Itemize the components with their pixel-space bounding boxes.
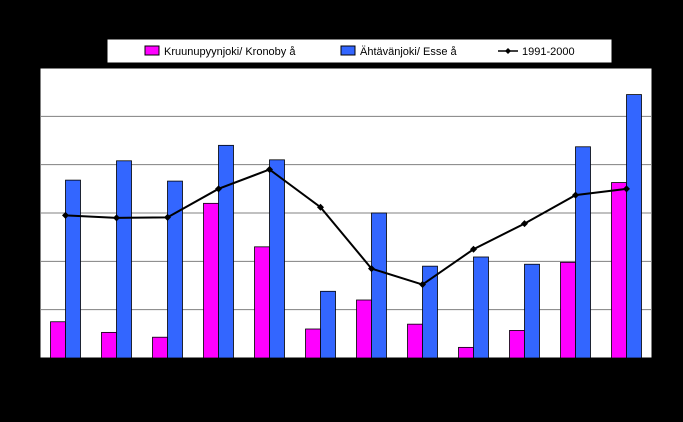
bar-esse xyxy=(167,180,183,359)
bar-esse xyxy=(371,212,387,359)
bar-kronoby xyxy=(560,261,576,359)
legend: Kruunupyynjoki/ Kronoby å Ähtävänjoki/ E… xyxy=(106,38,613,64)
gridlines xyxy=(40,115,652,311)
legend-swatch-esse xyxy=(340,45,356,56)
line-point xyxy=(470,245,477,253)
line-point xyxy=(623,185,630,193)
bar-esse xyxy=(320,290,336,359)
bar-kronoby xyxy=(305,328,321,359)
bar-kronoby xyxy=(152,336,168,359)
bar-esse xyxy=(65,179,81,359)
bar-kronoby xyxy=(254,246,270,359)
bar-kronoby xyxy=(203,202,219,359)
legend-label-1991-2000: 1991-2000 xyxy=(522,46,575,58)
bar-esse xyxy=(575,146,591,359)
bar-kronoby xyxy=(356,299,372,359)
line-point xyxy=(266,166,273,173)
bars xyxy=(50,94,642,359)
bar-esse xyxy=(116,160,132,359)
bar-esse xyxy=(422,265,438,359)
bar-esse xyxy=(473,256,489,359)
bar-esse xyxy=(626,94,642,359)
legend-label-esse: Ähtävänjoki/ Esse å xyxy=(360,46,457,58)
line-point xyxy=(317,203,324,211)
line-point xyxy=(62,211,69,219)
line-point xyxy=(419,281,426,289)
bar-esse xyxy=(269,159,285,359)
line-point xyxy=(215,185,222,193)
bar-kronoby xyxy=(50,321,66,359)
bar-kronoby xyxy=(509,330,525,359)
line-point xyxy=(368,265,375,273)
line-point xyxy=(113,214,120,222)
legend-swatch-kronoby xyxy=(144,45,160,56)
line-series xyxy=(62,166,630,289)
line-point xyxy=(164,213,171,221)
legend-label-kronoby: Kruunupyynjoki/ Kronoby å xyxy=(164,46,296,58)
legend-diamond-marker xyxy=(505,48,511,54)
line-1991-2000 xyxy=(65,168,627,286)
line-point xyxy=(521,220,528,228)
bar-kronoby xyxy=(611,182,627,359)
line-point xyxy=(572,191,579,199)
bar-kronoby xyxy=(458,346,474,359)
legend-box xyxy=(106,38,613,64)
bar-esse xyxy=(524,263,540,359)
bar-kronoby xyxy=(407,323,423,359)
bar-esse xyxy=(218,144,234,359)
bar-kronoby xyxy=(101,331,117,359)
